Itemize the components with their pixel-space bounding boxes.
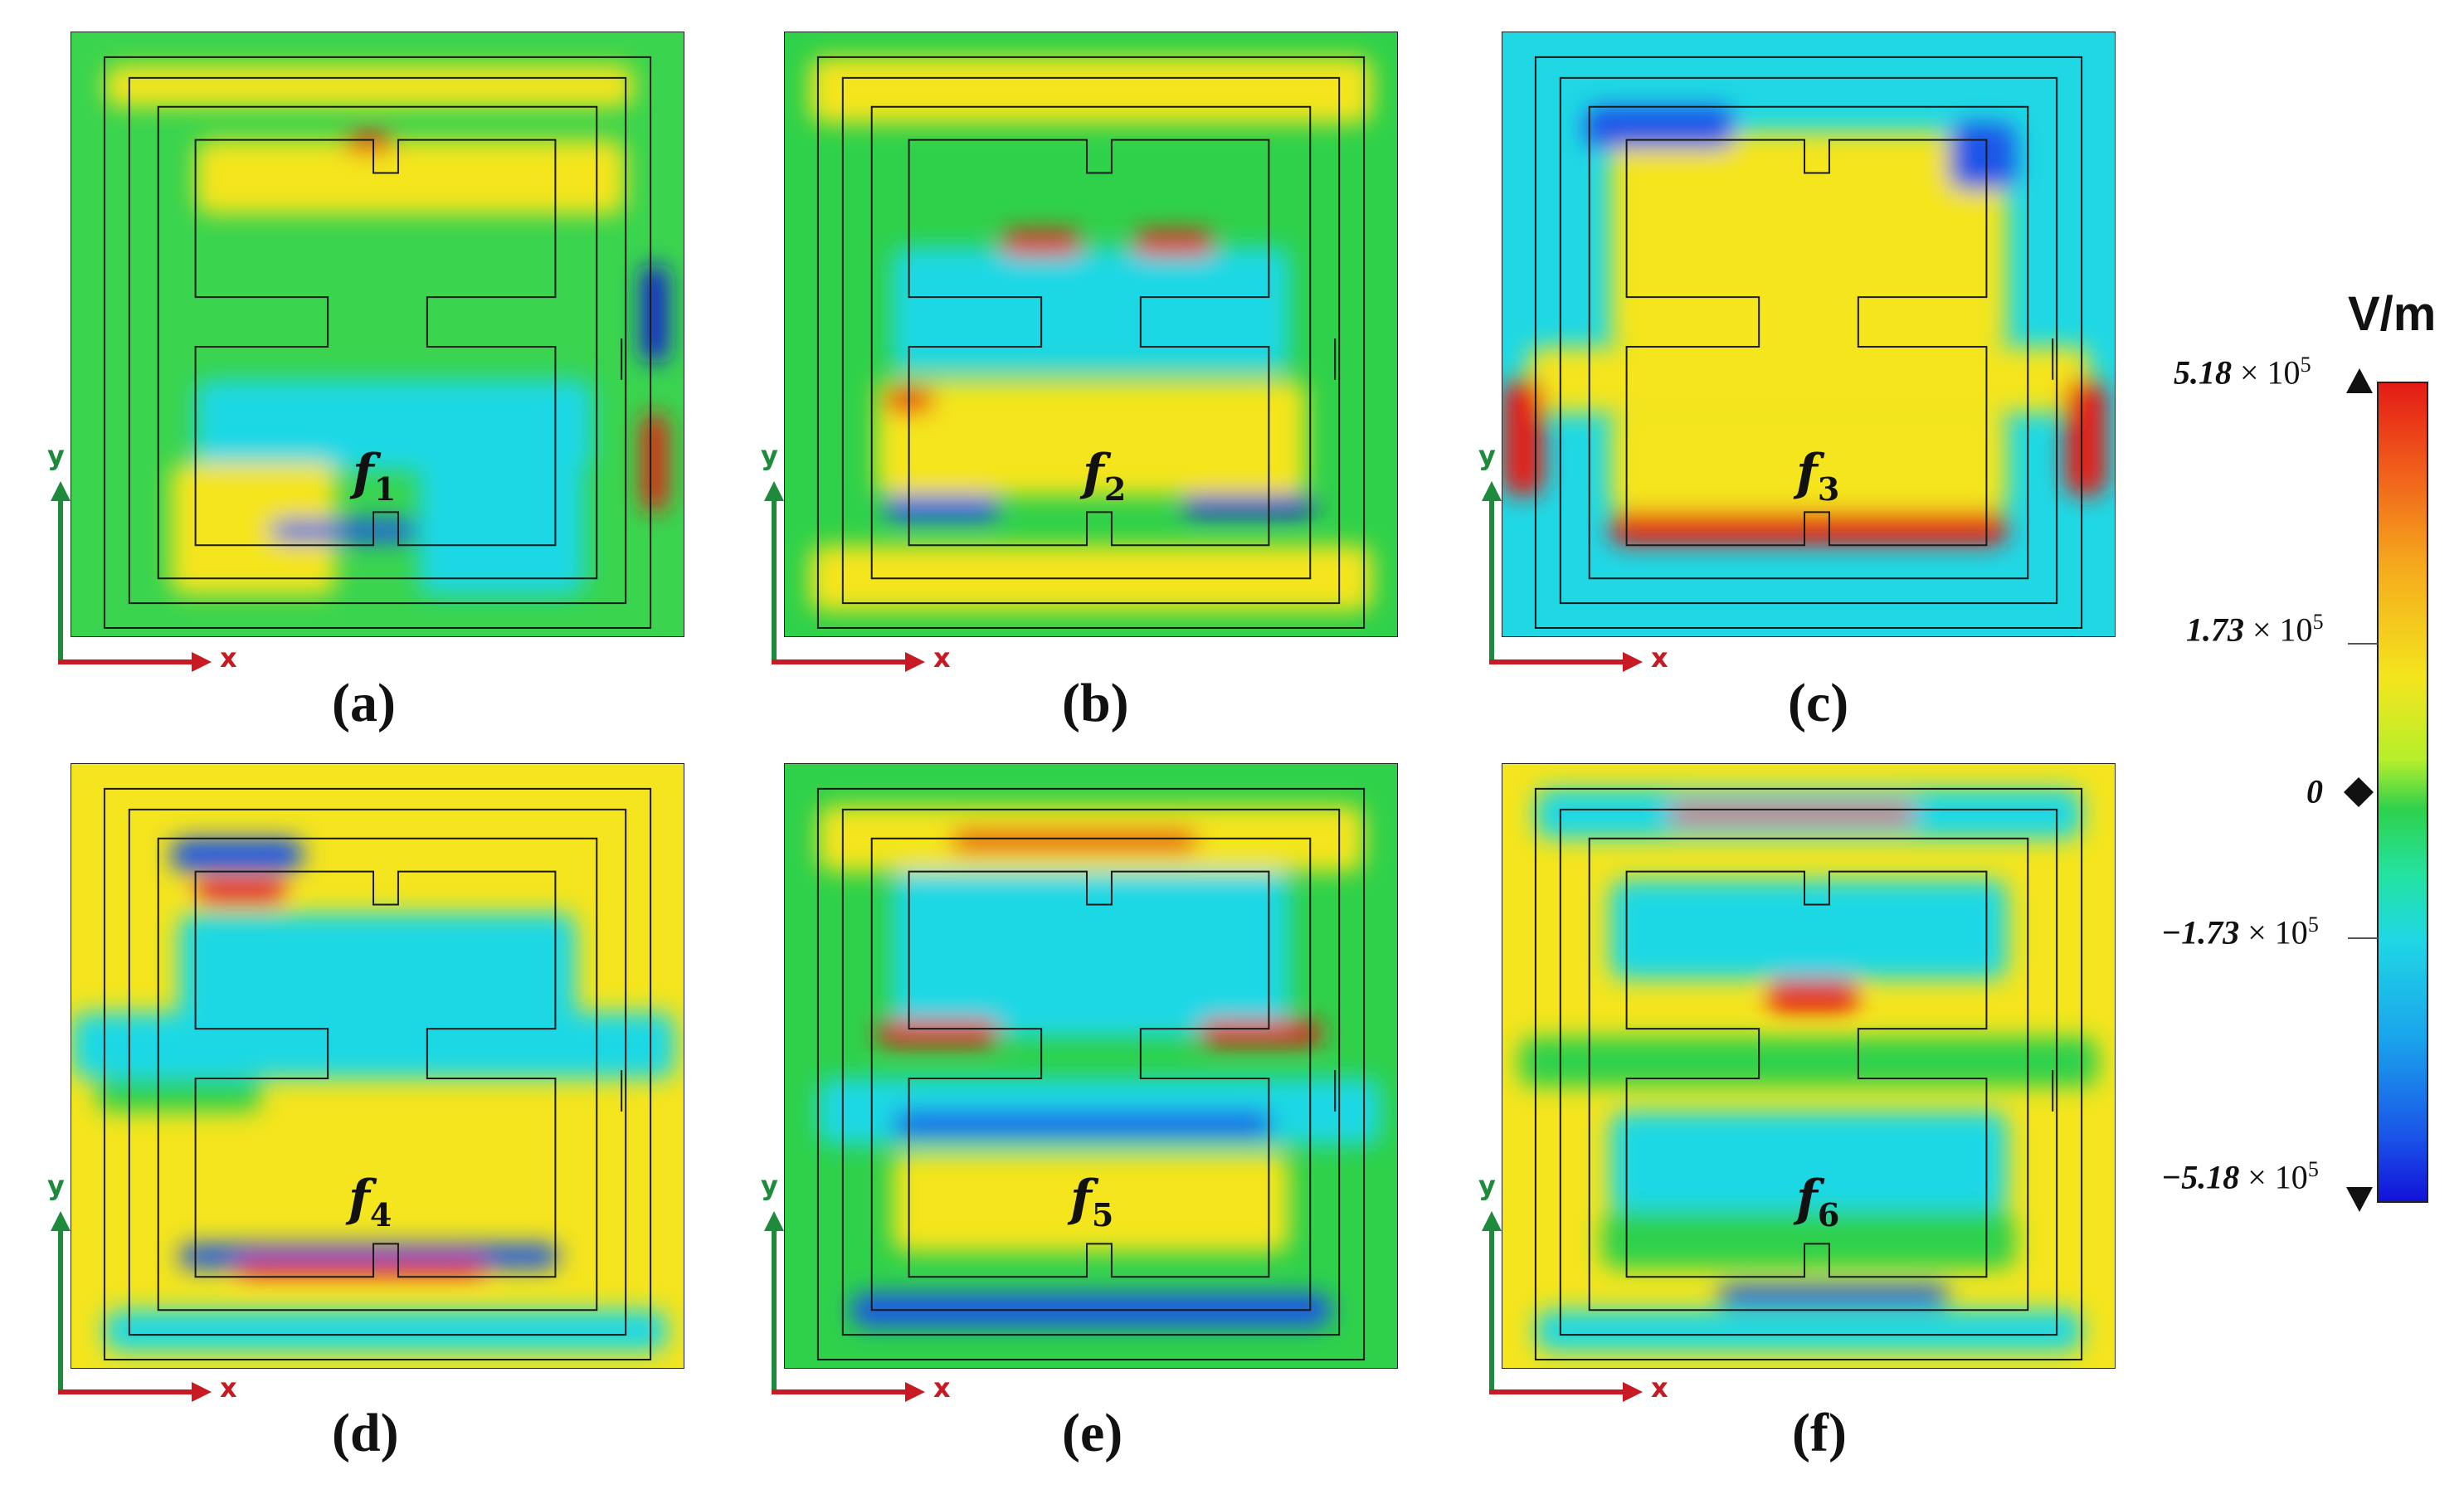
colorbar-tick-line-low bbox=[2348, 937, 2378, 939]
e-field-distribution bbox=[71, 764, 684, 1368]
frequency-label: f2 bbox=[1083, 444, 1127, 508]
colorbar-min-marker bbox=[2346, 1187, 2373, 1212]
frequency-label: f6 bbox=[1796, 1170, 1840, 1234]
field-map-panel bbox=[784, 763, 1398, 1369]
x-axis-label: x bbox=[1651, 642, 1668, 674]
colorbar-tick-low: −1.73 × 105 bbox=[2161, 912, 2319, 951]
field-map-panel bbox=[71, 32, 684, 637]
y-axis-label: y bbox=[47, 440, 65, 471]
colorbar bbox=[2377, 382, 2428, 1203]
colorbar-zero-marker bbox=[2344, 777, 2374, 807]
x-axis-label: x bbox=[933, 1372, 951, 1404]
e-field-distribution bbox=[1502, 32, 2115, 636]
y-axis-label: y bbox=[1478, 1170, 1496, 1201]
y-axis-label: y bbox=[47, 1170, 65, 1201]
frequency-label: f5 bbox=[1070, 1170, 1114, 1234]
panel-caption: (b) bbox=[1062, 673, 1129, 733]
x-axis-label: x bbox=[220, 1372, 237, 1404]
axes-arrows bbox=[1482, 481, 1643, 672]
colorbar-tick-zero: 0 bbox=[2306, 772, 2323, 810]
panel-caption: (a) bbox=[332, 673, 396, 733]
x-axis-label: x bbox=[933, 642, 951, 674]
colorbar-tick-high: 1.73 × 105 bbox=[2186, 610, 2324, 649]
e-field-distribution bbox=[71, 32, 684, 636]
colorbar-tick-max: 5.18 × 105 bbox=[2174, 353, 2311, 392]
colorbar-unit: V/m bbox=[2348, 287, 2437, 341]
panel-caption: (c) bbox=[1788, 673, 1849, 733]
colorbar-tick-line-high bbox=[2348, 643, 2378, 645]
e-field-distribution bbox=[785, 764, 1397, 1368]
y-axis-label: y bbox=[761, 1170, 778, 1201]
colorbar-max-marker bbox=[2346, 368, 2373, 393]
y-axis-label: y bbox=[761, 440, 778, 471]
frequency-label: f3 bbox=[1796, 444, 1840, 508]
e-field-distribution bbox=[1502, 764, 2115, 1368]
panel-caption: (d) bbox=[332, 1403, 399, 1463]
field-map-panel bbox=[1502, 32, 2116, 637]
x-axis-label: x bbox=[220, 642, 237, 674]
axes-arrows bbox=[1482, 1211, 1643, 1402]
e-field-distribution bbox=[785, 32, 1397, 636]
field-map-panel bbox=[1502, 763, 2116, 1369]
panel-caption: (e) bbox=[1062, 1403, 1123, 1463]
axes-arrows bbox=[51, 1211, 212, 1402]
axes-arrows bbox=[764, 481, 925, 672]
colorbar-tick-min: −5.18 × 105 bbox=[2161, 1157, 2319, 1196]
field-map-panel bbox=[784, 32, 1398, 637]
frequency-label: f1 bbox=[353, 444, 397, 508]
axes-arrows bbox=[51, 481, 212, 672]
axes-arrows bbox=[764, 1211, 925, 1402]
frequency-label: f4 bbox=[348, 1170, 392, 1234]
field-map-panel bbox=[71, 763, 684, 1369]
x-axis-label: x bbox=[1651, 1372, 1668, 1404]
y-axis-label: y bbox=[1478, 440, 1496, 471]
panel-caption: (f) bbox=[1792, 1403, 1847, 1463]
